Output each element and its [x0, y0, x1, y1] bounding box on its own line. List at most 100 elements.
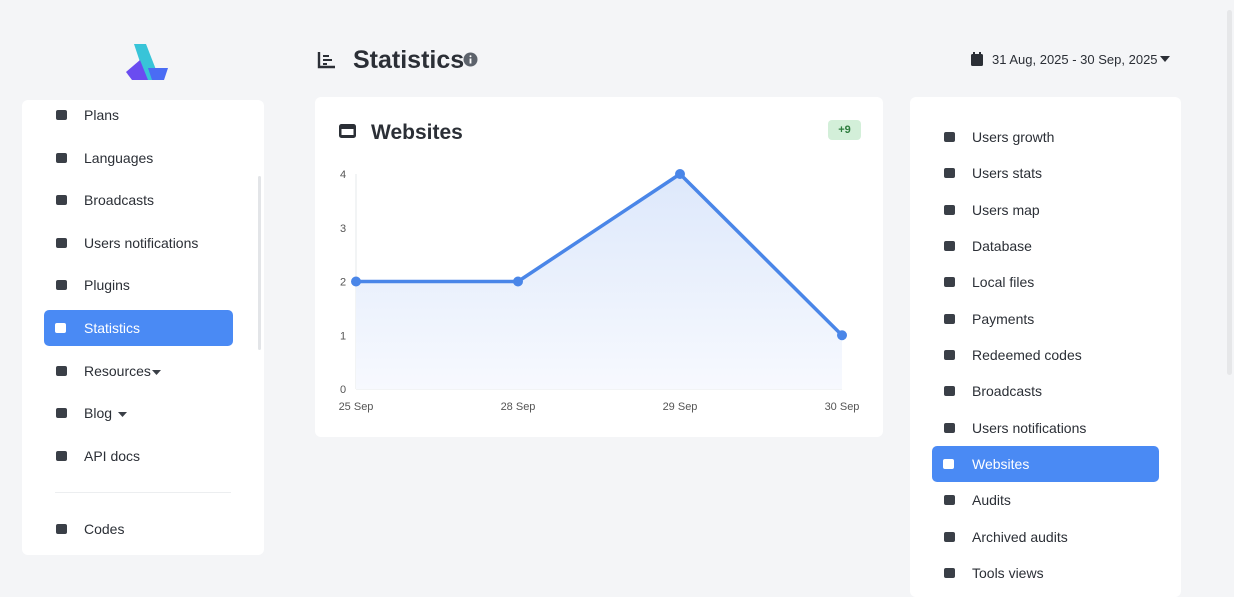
menu-label: Redeemed codes	[972, 346, 1082, 363]
menu-icon	[944, 567, 955, 578]
menu-icon	[56, 524, 67, 534]
menu-item[interactable]: Users growth	[932, 119, 1159, 155]
menu-icon	[944, 313, 955, 324]
menu-icon	[944, 386, 955, 397]
menu-item[interactable]: Audits	[932, 482, 1159, 518]
menu-icon	[56, 280, 67, 291]
x-tick-label: 28 Sep	[501, 401, 536, 413]
menu-item[interactable]: Statistics	[44, 310, 233, 346]
menu-item[interactable]: Resources	[44, 353, 233, 389]
y-tick-label: 2	[340, 277, 346, 289]
caret[interactable]	[152, 369, 161, 375]
menu-icon	[56, 195, 67, 206]
logo[interactable]	[124, 42, 170, 82]
menu-item[interactable]: API docs	[44, 438, 233, 474]
menu-item[interactable]: Users map	[932, 192, 1159, 228]
menu-label: Plans	[84, 107, 120, 123]
menu-icon	[56, 408, 67, 419]
menu-label: Payments	[972, 310, 1035, 327]
menu-label: Users growth	[972, 129, 1055, 145]
right-menu	[910, 97, 1181, 597]
menu-label: Broadcasts	[972, 383, 1043, 400]
menu-label: Statistics	[84, 320, 141, 336]
menu-icon	[944, 168, 955, 179]
menu-item[interactable]: Payments	[932, 301, 1159, 337]
menu-icon	[56, 152, 67, 163]
info-icon[interactable]	[463, 52, 478, 67]
menu-icon	[55, 323, 66, 333]
divider	[55, 492, 231, 493]
menu-label: Users notifications	[84, 234, 199, 251]
websites-icon	[339, 124, 356, 138]
menu-icon	[56, 450, 67, 461]
menu-icon	[56, 237, 67, 248]
menu-label: Blog	[84, 405, 113, 422]
menu-label: Resources	[84, 362, 151, 379]
menu-icon	[943, 458, 954, 469]
menu-label: Users notifications	[972, 419, 1087, 436]
menu-label: Codes	[84, 521, 125, 537]
caret[interactable]	[118, 412, 127, 418]
menu-item[interactable]: Plans	[44, 97, 233, 133]
menu-label: Broadcasts	[84, 192, 155, 209]
menu-item[interactable]: Broadcasts	[932, 373, 1159, 409]
y-tick-label: 1	[340, 330, 346, 342]
menu-label: Archived audits	[972, 528, 1068, 545]
y-tick-label: 0	[340, 384, 346, 396]
card-title: Websites	[371, 121, 463, 144]
menu-item[interactable]: Languages	[44, 140, 233, 176]
menu-item[interactable]: Database	[932, 228, 1159, 264]
menu-icon	[944, 277, 955, 288]
y-tick-label: 3	[340, 223, 346, 235]
area	[356, 174, 842, 389]
menu-item[interactable]: Redeemed codes	[932, 337, 1159, 373]
x-tick-label: 25 Sep	[339, 401, 374, 413]
x-tick-label: 29 Sep	[663, 401, 698, 413]
menu-label: Users map	[972, 201, 1040, 218]
menu-item[interactable]: Users notifications	[44, 225, 233, 261]
point	[351, 276, 361, 287]
menu-label: Plugins	[84, 277, 130, 294]
menu-item[interactable]: Users stats	[932, 155, 1159, 191]
line	[356, 172, 844, 337]
menu-icon	[944, 495, 955, 506]
menu-item[interactable]: Websites	[932, 445, 1159, 482]
menu-icon	[944, 422, 955, 433]
menu-label: API docs	[84, 447, 141, 464]
menu-label: Database	[972, 237, 1032, 254]
stats-icon	[317, 52, 335, 69]
menu-icon	[944, 240, 955, 251]
page-title: Statistics	[353, 46, 465, 74]
caret[interactable]	[1160, 56, 1170, 62]
menu-item[interactable]: Local files	[932, 264, 1159, 300]
scrollbar	[258, 176, 261, 350]
menu-icon	[944, 132, 955, 142]
badge: +9	[828, 120, 861, 140]
menu-icon	[944, 349, 955, 360]
menu-label: Local files	[972, 274, 1035, 291]
point	[675, 169, 685, 179]
date-range[interactable]: 31 Aug, 2025 - 30 Sep, 2025	[992, 52, 1158, 67]
menu-item[interactable]: Blog	[44, 395, 233, 431]
menu-icon	[56, 110, 67, 120]
menu-item[interactable]: Broadcasts	[44, 182, 233, 218]
calendar-icon	[971, 52, 983, 66]
menu-item[interactable]: Plugins	[44, 267, 233, 303]
point	[837, 330, 847, 341]
menu-item[interactable]: Archived audits	[932, 519, 1159, 555]
menu-label: Users stats	[972, 165, 1043, 182]
menu-item[interactable]: Tools views	[932, 555, 1159, 591]
menu-label: Tools views	[972, 564, 1044, 581]
page-scrollbar	[1227, 10, 1232, 375]
y-tick-label: 4	[340, 169, 346, 181]
menu-item[interactable]: Codes	[44, 511, 233, 547]
menu-label: Audits	[972, 492, 1011, 509]
point	[513, 276, 523, 287]
menu-label: Languages	[84, 149, 154, 166]
menu-icon	[944, 531, 955, 542]
chart: 0 1 2 3 4 25 Sep 28 Sep 29 Sep 30 Sep	[339, 169, 859, 413]
menu-item[interactable]: Users notifications	[932, 410, 1159, 446]
menu-icon	[56, 365, 67, 376]
menu-label: Websites	[972, 455, 1030, 472]
